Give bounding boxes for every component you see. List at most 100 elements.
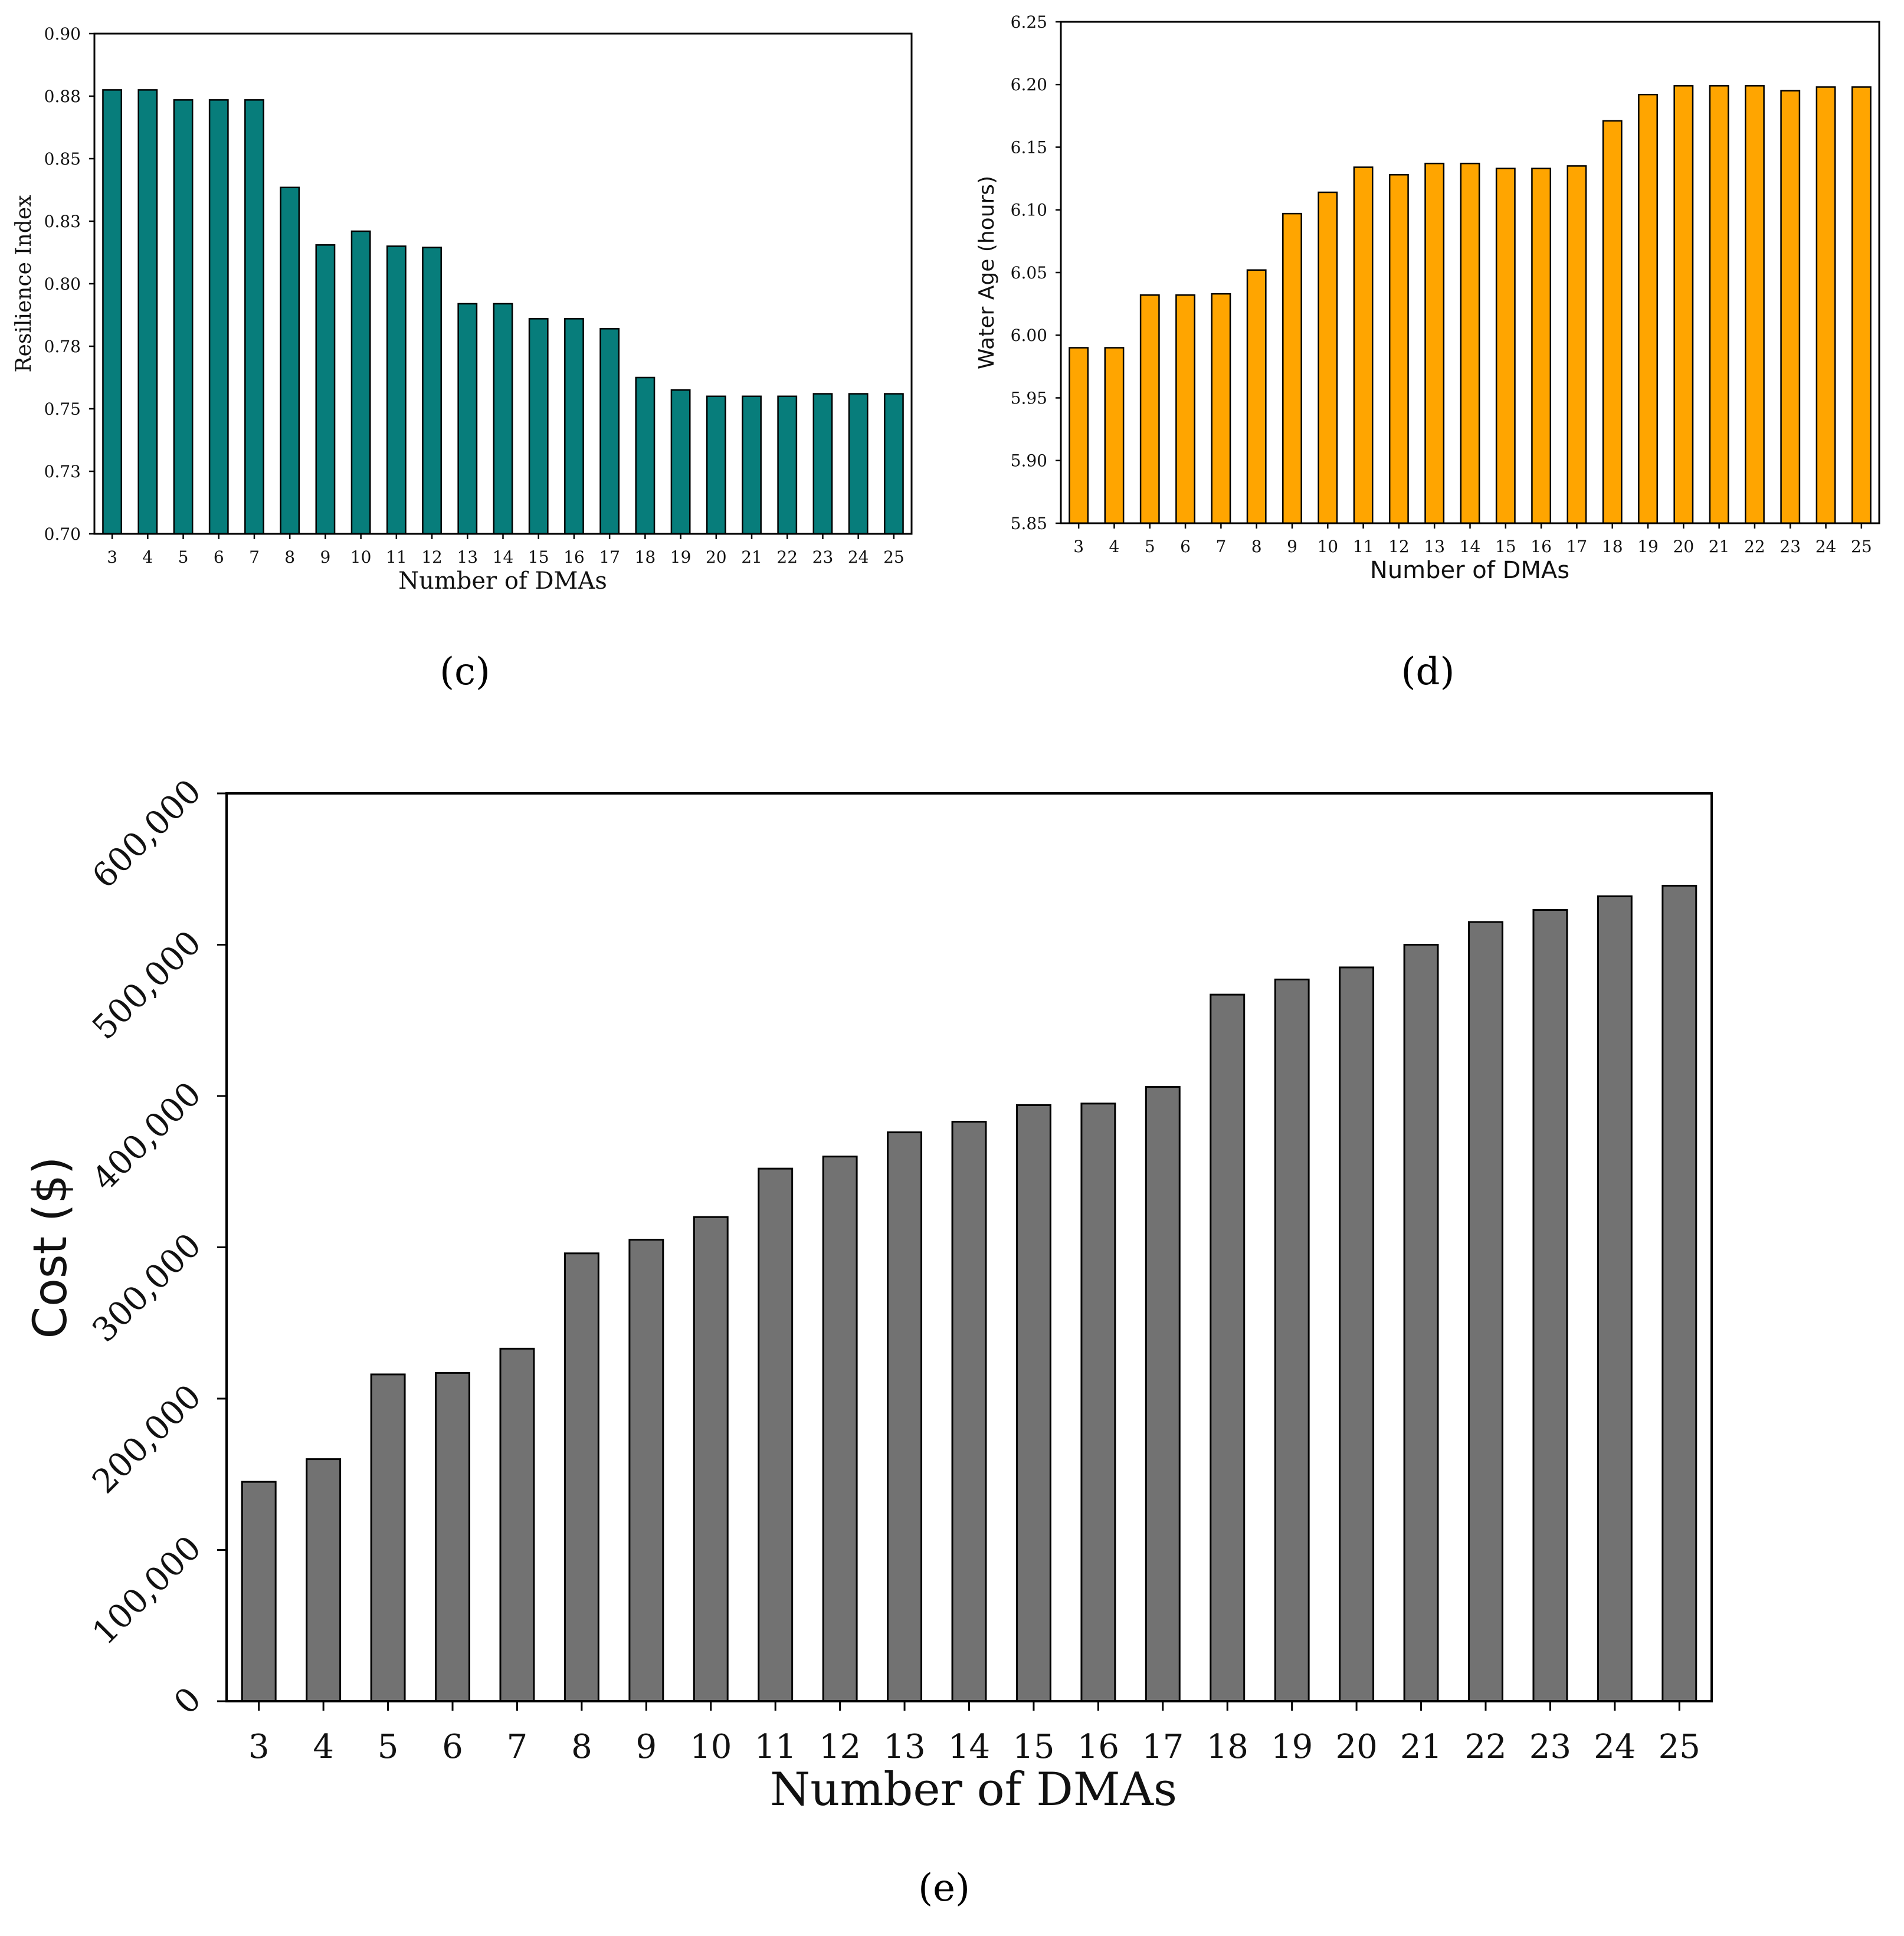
x-tick-label: 6	[1180, 537, 1191, 556]
x-tick-label: 21	[1400, 1728, 1442, 1766]
x-tick-label: 19	[670, 547, 692, 567]
bar-24	[1815, 86, 1836, 524]
bar-22	[1468, 921, 1503, 1702]
x-tick-label: 5	[1145, 537, 1155, 556]
y-tick-label: 300,000	[85, 1226, 209, 1350]
x-tick-label: 22	[1744, 537, 1765, 556]
bar-19	[1638, 94, 1658, 524]
bar-3	[241, 1481, 277, 1702]
x-tick-label: 20	[706, 547, 727, 567]
bar-9	[628, 1239, 664, 1702]
x-tick-label: 19	[1637, 537, 1659, 556]
x-tick-label: 17	[599, 547, 620, 567]
y-tick-label: 500,000	[85, 923, 209, 1047]
y-tick-label: 6.20	[1011, 75, 1047, 94]
bar-15	[1495, 168, 1516, 524]
bar-25	[1662, 884, 1697, 1702]
x-tick-label: 15	[528, 547, 549, 567]
x-tick-label: 5	[378, 1728, 399, 1766]
bar-4	[306, 1458, 342, 1702]
x-tick-label: 13	[457, 547, 478, 567]
bar-8	[1246, 269, 1267, 524]
panel-caption-d: (d)	[1401, 650, 1455, 694]
x-tick-label: 21	[741, 547, 762, 567]
bar-24	[1597, 895, 1633, 1702]
bar-21	[742, 395, 762, 535]
panel-caption-e: (e)	[918, 1866, 970, 1910]
bar-11	[386, 245, 407, 535]
bar-20	[1339, 966, 1375, 1702]
bar-8	[563, 1252, 599, 1702]
bar-21	[1403, 944, 1439, 1702]
cost-chart: 0 100,000 200,000 300,000 400,000 500,000 600,…	[24, 772, 1713, 1816]
bar-5	[370, 1373, 406, 1702]
x-axis-label: Number of DMAs	[770, 1763, 1177, 1816]
x-tick-label: 20	[1335, 1728, 1377, 1766]
bar-14	[493, 303, 513, 535]
y-tick-label: 6.15	[1011, 137, 1047, 157]
bar-25	[883, 393, 904, 535]
x-tick-label: 4	[1109, 537, 1120, 556]
bar-6	[208, 99, 229, 535]
x-tick-label: 24	[1815, 537, 1837, 556]
x-tick-label: 9	[636, 1728, 657, 1766]
y-tick-label: 0.73	[44, 462, 81, 481]
bar-7	[244, 99, 264, 535]
bar-23	[1780, 90, 1801, 524]
bar-16	[1531, 168, 1552, 524]
y-tick-label: 6.05	[1011, 263, 1047, 283]
y-tick-label: 5.95	[1011, 388, 1047, 408]
x-tick-label: 24	[848, 547, 869, 567]
x-tick-label: 8	[571, 1728, 592, 1766]
y-tick-label: 100,000	[85, 1528, 209, 1652]
x-tick-label: 10	[690, 1728, 732, 1766]
y-tick-label: 5.85	[1011, 514, 1047, 533]
bar-15	[528, 318, 549, 535]
bar-20	[1673, 85, 1694, 524]
bar-13	[457, 303, 478, 535]
x-tick-label: 6	[214, 547, 224, 567]
bar-12	[822, 1156, 858, 1702]
bar-16	[1080, 1102, 1116, 1702]
bar-6	[1175, 294, 1195, 524]
x-tick-label: 25	[883, 547, 905, 567]
bar-11	[758, 1167, 794, 1702]
bar-11	[1353, 166, 1374, 524]
bar-18	[635, 376, 656, 535]
bar-8	[280, 186, 300, 535]
x-tick-label: 9	[320, 547, 330, 567]
x-tick-label: 12	[421, 547, 443, 567]
x-tick-label: 21	[1709, 537, 1730, 556]
bar-3	[102, 89, 123, 535]
y-tick-label: 0.85	[44, 149, 81, 169]
bar-16	[564, 318, 584, 535]
resilience-index-chart: 0.70 0.73 0.75 0.78 0.80 0.83 0.85 0.88 0.90 3 4 5…	[12, 24, 913, 595]
bar-4	[137, 89, 158, 535]
bar-6	[435, 1371, 470, 1702]
y-tick-label: 0.90	[44, 24, 81, 44]
x-tick-label: 14	[948, 1728, 990, 1766]
bar-23	[812, 393, 833, 535]
x-tick-label: 9	[1287, 537, 1297, 556]
x-tick-label: 16	[1531, 537, 1552, 556]
x-tick-label: 16	[563, 547, 585, 567]
bar-13	[887, 1131, 923, 1702]
y-tick-label: 6.00	[1011, 326, 1047, 345]
bar-9	[1282, 212, 1302, 524]
x-tick-label: 23	[812, 547, 834, 567]
bar-24	[848, 393, 869, 535]
bar-18	[1210, 993, 1246, 1702]
bar-17	[1145, 1086, 1181, 1702]
x-tick-label: 19	[1271, 1728, 1313, 1766]
bar-10	[350, 230, 371, 535]
x-tick-label: 14	[493, 547, 514, 567]
x-tick-label: 4	[313, 1728, 334, 1766]
x-tick-label: 13	[883, 1728, 925, 1766]
x-tick-label: 10	[350, 547, 372, 567]
x-tick-label: 11	[755, 1728, 797, 1766]
x-tick-label: 7	[507, 1728, 528, 1766]
x-tick-label: 13	[1424, 537, 1445, 556]
x-tick-label: 5	[178, 547, 189, 567]
x-tick-label: 15	[1012, 1728, 1054, 1766]
x-tick-label: 25	[1659, 1728, 1700, 1766]
